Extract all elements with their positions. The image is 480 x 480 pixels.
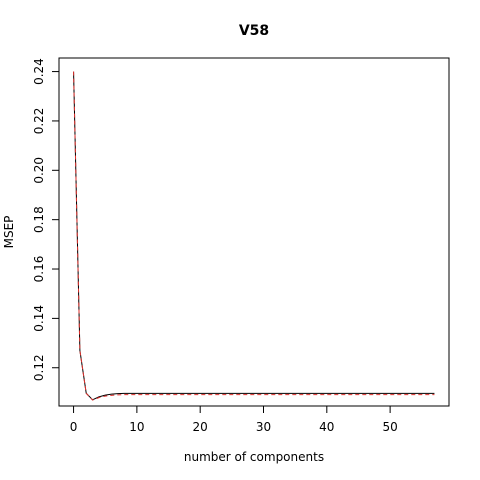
x-tick-label: 30 bbox=[256, 420, 271, 434]
y-tick-label: 0.24 bbox=[32, 58, 46, 85]
series-layer bbox=[73, 71, 435, 401]
chart-title: V58 bbox=[239, 23, 269, 39]
y-tick-label: 0.22 bbox=[32, 108, 46, 135]
y-tick-label: 0.20 bbox=[32, 157, 46, 184]
y-tick-label: 0.14 bbox=[32, 305, 46, 332]
y-axis-label: MSEP bbox=[2, 216, 16, 249]
y-tick-label: 0.12 bbox=[32, 354, 46, 381]
series-line-2 bbox=[73, 71, 435, 401]
y-axis: 0.12 0.14 0.16 0.18 0.20 0.22 0.24 bbox=[32, 58, 60, 381]
x-tick-label: 50 bbox=[382, 420, 397, 434]
x-tick-label: 10 bbox=[129, 420, 144, 434]
x-tick-label: 40 bbox=[319, 420, 334, 434]
x-axis-label: number of components bbox=[184, 450, 324, 464]
y-tick-label: 0.16 bbox=[32, 256, 46, 283]
series-line-1 bbox=[73, 71, 435, 401]
plot-area bbox=[58, 57, 450, 407]
y-tick-label: 0.18 bbox=[32, 206, 46, 233]
x-tick-label: 20 bbox=[193, 420, 208, 434]
x-tick-label: 0 bbox=[70, 420, 78, 434]
x-axis: 0 10 20 30 40 50 bbox=[70, 405, 398, 434]
